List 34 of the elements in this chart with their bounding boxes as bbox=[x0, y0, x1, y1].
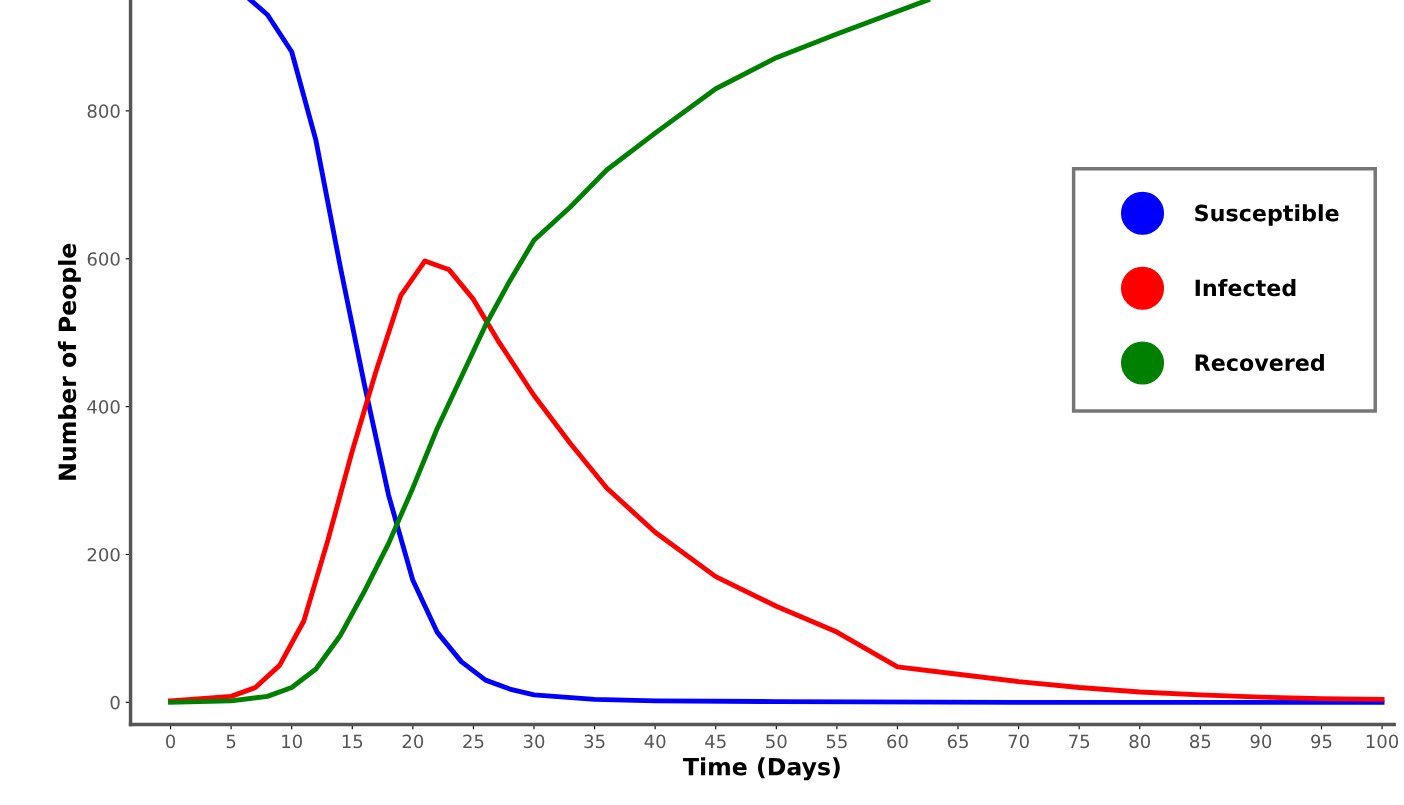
x-tick-label: 65 bbox=[947, 734, 968, 749]
x-tick-label: 30 bbox=[523, 734, 545, 749]
x-tick-label: 15 bbox=[342, 734, 363, 749]
y-axis-title: Number of People bbox=[57, 243, 81, 480]
y-tick-label: 400 bbox=[87, 400, 120, 414]
legend-label: Infected bbox=[1195, 279, 1296, 297]
x-tick-label: 90 bbox=[1250, 734, 1272, 749]
x-tick-label: 5 bbox=[226, 734, 236, 749]
y-tick-label: 800 bbox=[87, 104, 120, 119]
x-tick-label: 85 bbox=[1190, 734, 1211, 749]
x-tick-label: 40 bbox=[644, 734, 666, 749]
y-tick-label: 0 bbox=[110, 695, 120, 710]
y-tick-label: 600 bbox=[87, 252, 120, 266]
x-tick-label: 10 bbox=[282, 734, 302, 749]
line-series bbox=[248, 0, 1385, 705]
x-tick-label: 100 bbox=[1366, 734, 1399, 749]
legend-label: Recovered bbox=[1195, 353, 1324, 372]
y-tick-label: 200 bbox=[87, 547, 120, 562]
x-tick-label: 80 bbox=[1129, 734, 1151, 749]
x-tick-label: 60 bbox=[887, 734, 908, 749]
x-tick-label: 75 bbox=[1069, 734, 1090, 749]
line-series bbox=[168, 258, 1385, 704]
x-axis-title: Time (Days) bbox=[683, 757, 840, 781]
x-tick-label: 45 bbox=[705, 734, 726, 749]
x-tick-label: 50 bbox=[766, 734, 787, 749]
x-tick-label: 70 bbox=[1008, 734, 1029, 749]
legend-label: Susceptible bbox=[1195, 204, 1339, 226]
x-tick-label: 0 bbox=[166, 734, 176, 749]
x-tick-label: 35 bbox=[584, 734, 605, 749]
x-tick-label: 25 bbox=[463, 734, 484, 749]
x-tick-label: 55 bbox=[826, 734, 847, 749]
x-tick-label: 20 bbox=[402, 734, 424, 749]
x-tick-label: 95 bbox=[1311, 734, 1332, 749]
line-series bbox=[168, 0, 931, 705]
